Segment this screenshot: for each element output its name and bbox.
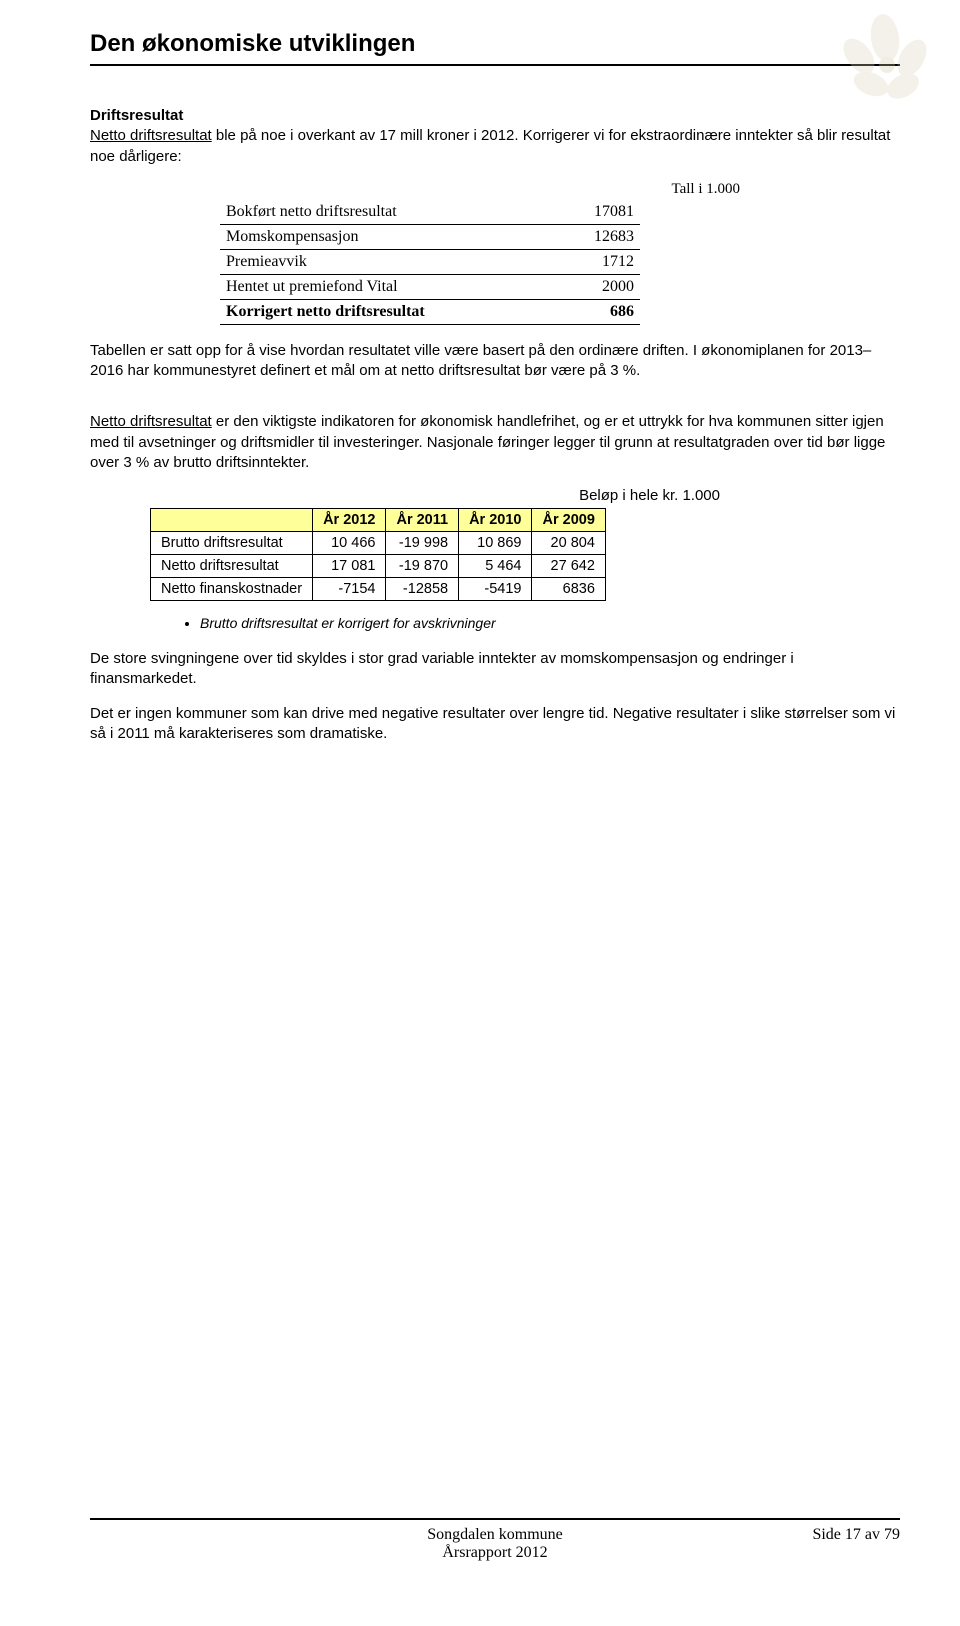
results-table: År 2012År 2011År 2010År 2009 Brutto drif… [150,508,606,601]
paragraph-4: De store svingningene over tid skyldes i… [90,649,900,690]
calc-value: 2000 [550,274,640,299]
page-footer: Songdalen kommune Årsrapport 2012 Side 1… [90,1518,900,1562]
results-col-header: År 2010 [459,509,532,532]
footer-center-line2: Årsrapport 2012 [442,1544,547,1561]
section-title: Den økonomiske utviklingen [90,30,900,58]
page: Den økonomiske utviklingen Driftsresulta… [0,0,960,1580]
para3-underline: Netto driftsresultat [90,413,212,430]
results-cell: 6836 [532,578,605,601]
results-cell: 5 464 [459,555,532,578]
calc-table: Bokført netto driftsresultat17081Momskom… [220,200,640,325]
results-cell: -19 870 [386,555,459,578]
calc-row: Korrigert netto driftsresultat686 [220,299,640,324]
footer-left [90,1526,270,1562]
calc-row: Bokført netto driftsresultat17081 [220,200,640,225]
intro-paragraph: Driftsresultat Netto driftsresultat ble … [90,106,900,167]
results-row-label: Brutto driftsresultat [151,532,313,555]
calc-label: Hentet ut premiefond Vital [220,274,550,299]
results-cell: 10 466 [313,532,386,555]
results-cell: 20 804 [532,532,605,555]
results-row-label: Netto driftsresultat [151,555,313,578]
paragraph-2: Tabellen er satt opp for å vise hvordan … [90,341,900,382]
calc-row: Hentet ut premiefond Vital2000 [220,274,640,299]
title-underline [90,64,900,66]
results-row: Netto driftsresultat17 081-19 8705 46427… [151,555,606,578]
results-caption: Beløp i hele kr. 1.000 [90,487,900,504]
results-cell: 27 642 [532,555,605,578]
results-row-label: Netto finanskostnader [151,578,313,601]
results-cell: -5419 [459,578,532,601]
calc-label: Korrigert netto driftsresultat [220,299,550,324]
calc-row: Momskompensasjon12683 [220,224,640,249]
results-cell: -12858 [386,578,459,601]
note-bullet: Brutto driftsresultat er korrigert for a… [200,615,900,631]
sub-heading: Driftsresultat [90,107,183,124]
results-col-header: År 2011 [386,509,459,532]
paragraph-5: Det er ingen kommuner som kan drive med … [90,704,900,745]
calc-label: Bokført netto driftsresultat [220,200,550,225]
results-cell: -19 998 [386,532,459,555]
calc-caption: Tall i 1.000 [220,181,770,198]
calc-label: Premieavvik [220,249,550,274]
paragraph-3: Netto driftsresultat er den viktigste in… [90,412,900,473]
calc-value: 686 [550,299,640,324]
calc-value: 17081 [550,200,640,225]
results-row: Brutto driftsresultat10 466-19 99810 869… [151,532,606,555]
calc-row: Premieavvik1712 [220,249,640,274]
results-header-row: År 2012År 2011År 2010År 2009 [151,509,606,532]
note-list: Brutto driftsresultat er korrigert for a… [200,615,900,631]
results-cell: 17 081 [313,555,386,578]
calc-value: 1712 [550,249,640,274]
intro-underline: Netto driftsresultat [90,127,212,144]
results-col-header: År 2012 [313,509,386,532]
footer-center-line1: Songdalen kommune [427,1526,563,1543]
results-cell: -7154 [313,578,386,601]
calc-value: 12683 [550,224,640,249]
results-col-header: År 2009 [532,509,605,532]
results-row: Netto finanskostnader-7154-12858-5419683… [151,578,606,601]
footer-right: Side 17 av 79 [720,1526,900,1562]
results-cell: 10 869 [459,532,532,555]
footer-center: Songdalen kommune Årsrapport 2012 [270,1526,720,1562]
calc-label: Momskompensasjon [220,224,550,249]
results-col-header [151,509,313,532]
